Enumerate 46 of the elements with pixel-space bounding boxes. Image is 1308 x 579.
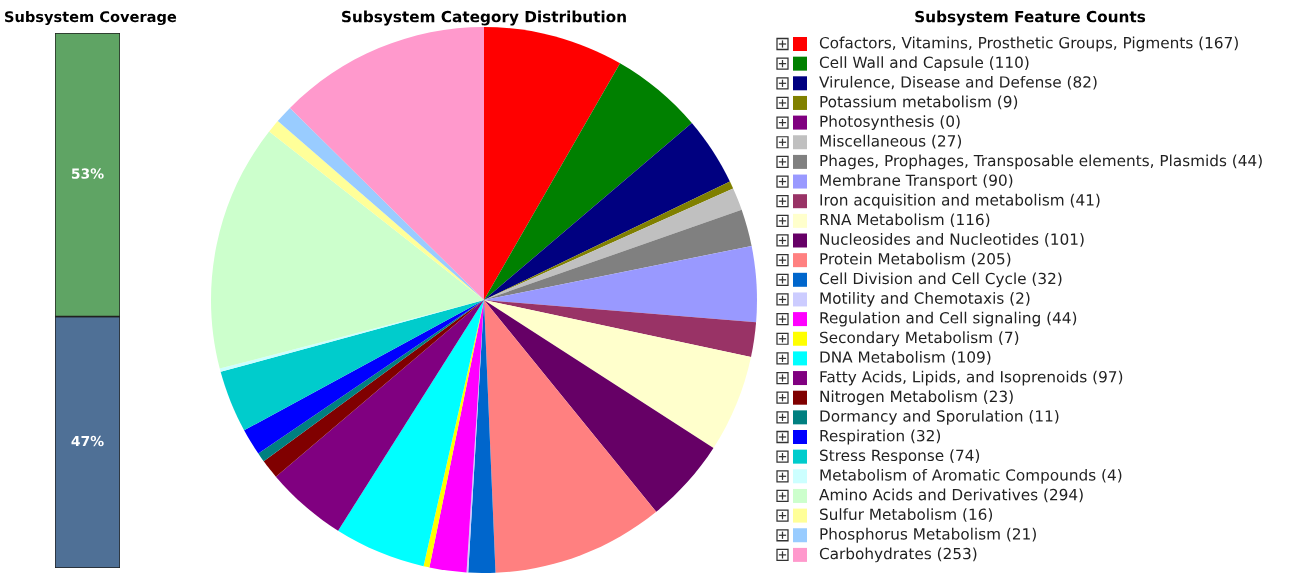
- legend-label: Regulation and Cell signaling (44): [820, 311, 1077, 327]
- data-label: 47%: [71, 435, 104, 447]
- legend-label: Dormancy and Sporulation (11): [820, 409, 1059, 425]
- pie-slice: [484, 300, 757, 357]
- pie-slice: [220, 300, 484, 431]
- pie-slice: [275, 300, 484, 531]
- legend-label: Iron acquisition and metabolism (41): [820, 193, 1100, 209]
- legend-title: Subsystem Feature Counts: [915, 10, 1146, 26]
- pie-slice: [484, 27, 621, 300]
- legend-label: Cell Wall and Capsule (110): [819, 56, 1029, 72]
- legend-label: Motility and Chemotaxis (2): [820, 292, 1030, 307]
- pie-slice: [484, 300, 751, 448]
- chart-title: Subsystem Category Distribution: [342, 10, 626, 26]
- pie-slice: [289, 27, 484, 300]
- legend-label: Carbohydrates (253): [819, 547, 977, 563]
- legend-label: Fatty Acids, Lipids, and Isoprenoids (97): [820, 370, 1123, 386]
- legend-label: Secondary Metabolism (7): [820, 331, 1019, 347]
- pie-slice: [484, 300, 714, 512]
- legend-label: DNA Metabolism (109): [820, 351, 991, 365]
- legend-label: Sulfur Metabolism (16): [820, 508, 993, 522]
- pie-slice: [484, 300, 657, 573]
- legend-label: Miscellaneous (27): [820, 134, 962, 149]
- legend-label: Nitrogen Metabolism (23): [820, 390, 1013, 406]
- chart-title: Subsystem Coverage: [5, 10, 177, 26]
- legend-label: Photosynthesis (0): [820, 115, 960, 130]
- legend-label: Phages, Prophages, Transposable elements, Plasmids (44): [820, 154, 1262, 170]
- legend-label: Nucleosides and Nucleotides (101): [820, 233, 1084, 247]
- pie-slice: [484, 123, 730, 300]
- legend-label: Cell Division and Cell Cycle (32): [819, 272, 1062, 288]
- data-label: 53%: [71, 168, 104, 179]
- legend-label: Potassium metabolism (9): [820, 95, 1018, 110]
- pie-slice: [484, 209, 752, 300]
- legend-label: Cofactors, Vitamins, Prosthetic Groups, Pigments (167): [819, 36, 1238, 52]
- legend-label: Respiration (32): [820, 429, 941, 445]
- legend-label: Phosphorus Metabolism (21): [820, 527, 1036, 543]
- legend-label: RNA Metabolism (116): [820, 213, 990, 228]
- legend-label: Protein Metabolism (205): [820, 252, 1011, 267]
- legend-label: Membrane Transport (90): [820, 174, 1013, 189]
- legend-label: Stress Response (74): [820, 449, 980, 465]
- pie-slice: [338, 300, 484, 567]
- legend-label: Metabolism of Aromatic Compounds (4): [820, 468, 1122, 484]
- legend-label: Virulence, Disease and Defense (82): [819, 75, 1097, 90]
- pie-slice: [484, 245, 757, 323]
- legend-label: Amino Acids and Derivatives (294): [819, 488, 1083, 503]
- pie-slice: [211, 131, 484, 369]
- pie-slice: [484, 63, 692, 300]
